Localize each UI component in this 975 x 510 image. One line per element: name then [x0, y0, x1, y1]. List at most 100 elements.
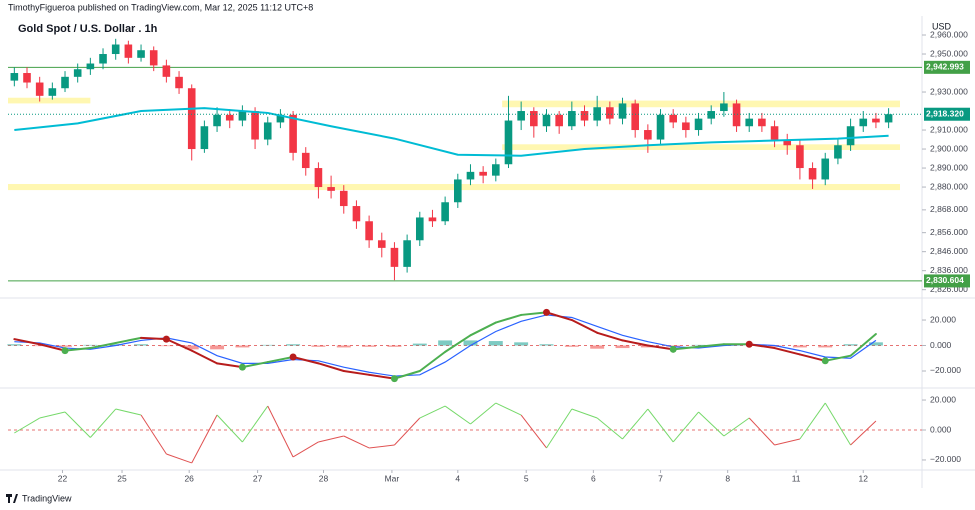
x-tick-label: 26	[184, 473, 194, 483]
y-tick-label: 2,826.000	[930, 284, 968, 294]
y-tick-label: 2,910.000	[930, 124, 968, 134]
signal-dot	[821, 357, 829, 365]
candle-body	[137, 50, 145, 58]
fast-line	[266, 355, 295, 364]
level-tag	[924, 274, 970, 288]
x-tick-label: 6	[591, 473, 596, 483]
fast-line	[64, 347, 92, 352]
candle-body	[225, 114, 234, 121]
histogram-bar	[159, 345, 174, 347]
candle-body	[61, 76, 69, 89]
oscillator-line	[318, 435, 344, 443]
candle-body	[732, 103, 741, 127]
fast-line	[469, 321, 497, 337]
histogram-bar	[260, 344, 275, 346]
oscillator-line	[64, 411, 91, 438]
candle-body	[403, 240, 411, 267]
x-tick-label: 12	[859, 473, 869, 483]
fast-line	[849, 333, 877, 357]
candle-body	[314, 168, 323, 188]
candle-body	[669, 114, 677, 123]
oscillator-line	[571, 408, 598, 419]
oscillator-line	[495, 402, 522, 416]
fast-line	[748, 343, 776, 350]
level-tag	[924, 60, 970, 74]
fast-line	[38, 343, 67, 352]
fast-line	[646, 344, 675, 351]
candle-body	[454, 179, 462, 203]
candle-body	[555, 114, 563, 127]
oscillator-line	[343, 435, 370, 449]
candle-body	[859, 118, 868, 127]
histogram-bar	[818, 345, 833, 348]
fast-line	[824, 354, 852, 362]
candle-body	[35, 82, 44, 96]
x-tick-label: 5	[524, 473, 529, 483]
candle-body	[187, 88, 196, 150]
x-tick-label: 27	[253, 473, 263, 483]
y-tick-label: 2,960.000	[930, 29, 968, 39]
candle-body	[720, 103, 728, 112]
brand: TradingView	[22, 493, 72, 503]
histogram-bar	[362, 345, 377, 347]
y-tick-label: −20.000	[930, 454, 961, 464]
y-tick-label: 2,856.000	[930, 227, 968, 237]
candle-body	[175, 76, 183, 89]
fast-line	[545, 311, 573, 322]
candle-body	[111, 44, 120, 55]
candle-body	[301, 152, 310, 169]
moving-average	[14, 107, 889, 157]
oscillator-line	[470, 402, 497, 425]
y-tick-label: 20.000	[930, 394, 956, 404]
candle-body	[606, 107, 614, 119]
level-label: 2,942.993	[926, 62, 964, 72]
oscillator-line	[698, 411, 725, 437]
fast-line	[798, 353, 827, 362]
level-label: 2,830.604	[926, 275, 964, 285]
zone	[502, 144, 900, 150]
signal-dot	[390, 375, 398, 383]
histogram-bar	[615, 345, 630, 349]
fast-line	[596, 331, 624, 342]
candle-body	[339, 190, 348, 207]
x-tick-label: Mar	[385, 473, 400, 483]
histogram-bar	[843, 344, 858, 346]
candle-body	[846, 126, 855, 146]
candle-body	[492, 164, 500, 176]
candle-body	[213, 114, 221, 127]
candle-body	[200, 126, 209, 150]
oscillator-line	[166, 453, 192, 464]
signal-dot	[542, 308, 550, 316]
candle-body	[694, 118, 703, 131]
x-tick-label: 11	[792, 473, 801, 483]
histogram-bar	[286, 344, 301, 346]
oscillator-line	[394, 417, 421, 446]
y-tick-label: 2,930.000	[930, 86, 968, 96]
oscillator-line	[14, 417, 40, 434]
signal-dot	[745, 340, 753, 348]
y-tick-label: 2,836.000	[930, 265, 968, 275]
signal-dot	[669, 345, 677, 353]
candle-body	[821, 158, 830, 180]
histogram-bar	[792, 345, 807, 348]
histogram-bar	[311, 345, 326, 347]
oscillator-line	[241, 405, 269, 443]
oscillator-line	[444, 405, 471, 425]
y-tick-label: 0.000	[930, 340, 952, 350]
y-tick-label: 20.000	[930, 314, 956, 324]
candle-body	[48, 88, 57, 96]
candle-body	[631, 103, 639, 131]
fast-line	[342, 369, 371, 376]
fast-line	[773, 347, 801, 356]
histogram-bar	[539, 344, 554, 346]
candle-body	[593, 107, 601, 121]
histogram-bar	[32, 345, 47, 347]
fast-line	[317, 362, 345, 372]
candle-body	[124, 44, 133, 58]
candle-body	[542, 114, 551, 127]
histogram-bar	[134, 344, 149, 346]
oscillator-line	[546, 408, 573, 449]
candle-body	[758, 118, 766, 127]
oscillator-line	[419, 405, 446, 419]
